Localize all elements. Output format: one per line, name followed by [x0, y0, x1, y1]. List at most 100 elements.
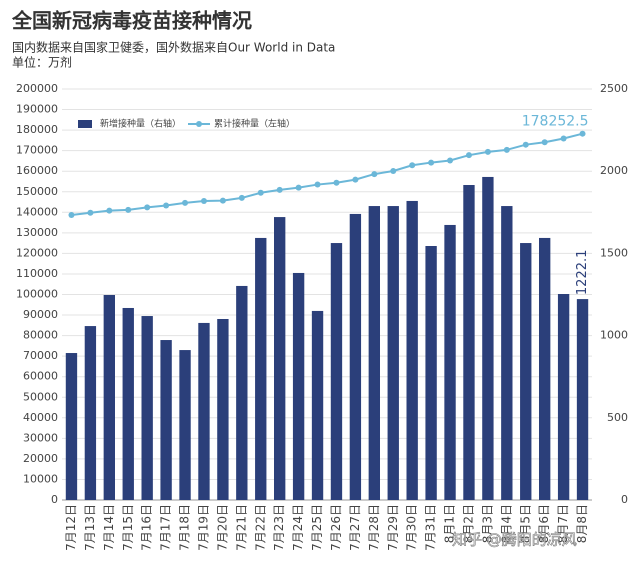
legend-swatch: [196, 121, 202, 127]
x-tick-label: 8月3日: [480, 504, 494, 543]
point: [144, 204, 151, 211]
y-tick-label: 160000: [16, 164, 58, 177]
point: [200, 197, 207, 204]
y-tick-label: 170000: [16, 144, 58, 157]
y-tick-label: 0: [51, 493, 58, 506]
bar: [463, 185, 475, 501]
bar: [65, 353, 78, 500]
x-tick-label: 7月30日: [405, 504, 419, 551]
watermark: 知乎 @腾阳的凉风: [452, 531, 577, 549]
bar: [311, 310, 324, 500]
bar: [103, 294, 115, 500]
bar: [501, 206, 513, 500]
subtitle: 国内数据来自国家卫健委，国外数据来自Our World in Data: [12, 40, 335, 55]
x-tick-label: 7月14日: [102, 504, 116, 551]
point: [390, 167, 397, 174]
point: [163, 202, 170, 209]
legend-label: 新增接种量（右轴）: [100, 118, 181, 130]
y-tick-label: 200000: [16, 82, 58, 95]
bar: [292, 272, 305, 500]
point: [428, 159, 435, 166]
y-tick-label: 10000: [23, 472, 58, 485]
y-tick-label: 150000: [16, 185, 58, 198]
x-tick-label: 7月27日: [348, 504, 362, 551]
y-tick-label: 120000: [16, 246, 58, 259]
x-tick-label: 7月29日: [386, 504, 400, 551]
y-tick-label: 90000: [23, 308, 58, 321]
subtitle: 单位：万剂: [12, 55, 72, 70]
y-tick-label: 130000: [16, 226, 58, 239]
point: [522, 141, 529, 148]
y-tick-label: 40000: [23, 411, 58, 424]
y-tick-label: 100000: [16, 288, 58, 301]
y-tick-label: 190000: [16, 103, 58, 116]
x-tick-label: 7月31日: [424, 504, 438, 551]
data-label: 178252.5: [522, 114, 589, 130]
y2-tick-label: 0: [621, 493, 628, 506]
bar: [198, 322, 210, 500]
y-tick-label: 50000: [23, 390, 58, 403]
x-tick-label: 7月22日: [253, 504, 267, 551]
x-tick-label: 7月12日: [64, 504, 78, 551]
y-tick-label: 70000: [23, 349, 58, 362]
x-tick-label: 8月6日: [537, 504, 551, 543]
x-tick-label: 7月18日: [178, 504, 192, 551]
point: [314, 181, 321, 188]
x-tick-label: 7月23日: [272, 504, 286, 551]
y2-tick-label: 500: [607, 411, 628, 424]
point: [579, 130, 586, 137]
point: [276, 186, 283, 193]
bar: [236, 285, 248, 500]
x-tick-label: 8月2日: [461, 504, 475, 543]
point: [125, 206, 132, 213]
x-tick-label: 7月28日: [367, 504, 381, 551]
bar: [122, 307, 134, 500]
bar: [217, 318, 229, 500]
bar: [255, 237, 267, 500]
bar: [444, 224, 456, 500]
x-tick-label: 7月20日: [215, 504, 229, 551]
chart-title: 全国新冠病毒疫苗接种情况: [11, 9, 252, 33]
point: [182, 199, 189, 206]
x-tick-label: 7月21日: [234, 504, 248, 551]
bar: [520, 243, 532, 501]
legend-label: 累计接种量（左轴）: [214, 118, 295, 130]
point: [238, 194, 245, 201]
x-tick-label: 8月7日: [556, 504, 570, 543]
bar: [425, 246, 437, 500]
y-tick-label: 180000: [16, 123, 58, 136]
x-tick-label: 8月8日: [575, 504, 589, 543]
point: [560, 135, 567, 142]
bar: [482, 176, 494, 501]
x-tick-label: 7月25日: [310, 504, 324, 551]
x-tick-label: 7月16日: [140, 504, 154, 551]
bar: [179, 350, 191, 500]
point: [409, 162, 416, 169]
x-tick-label: 7月15日: [121, 504, 135, 551]
x-tick-label: 8月1日: [443, 504, 457, 543]
point: [465, 152, 472, 159]
y-tick-label: 140000: [16, 205, 58, 218]
x-tick-label: 7月26日: [329, 504, 343, 551]
point: [447, 157, 454, 164]
y-tick-label: 60000: [23, 370, 58, 383]
y-tick-label: 20000: [23, 452, 58, 465]
x-tick-label: 7月24日: [291, 504, 305, 551]
bar: [330, 243, 343, 501]
bar: [84, 326, 97, 500]
y-tick-label: 80000: [23, 329, 58, 342]
point: [541, 139, 548, 146]
y-tick-label: 110000: [16, 267, 58, 280]
y2-tick-label: 1000: [600, 329, 628, 342]
point: [87, 209, 94, 216]
bar: [160, 340, 172, 500]
line: [71, 132, 583, 216]
point: [503, 146, 510, 153]
point: [257, 189, 264, 196]
bar: [349, 213, 362, 500]
bar: [274, 217, 286, 500]
data-label: 1222.1: [575, 250, 590, 296]
x-tick-label: 8月4日: [499, 504, 513, 543]
